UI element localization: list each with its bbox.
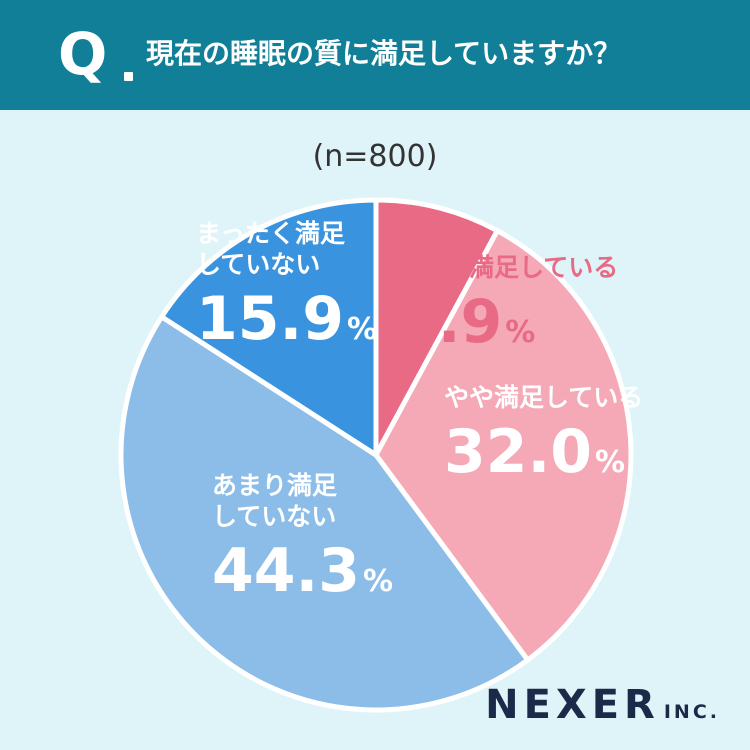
label-very-satisfied: とても満足している 7.9% — [396, 252, 618, 366]
pie-slice-not-at-all-satisfied — [159, 197, 379, 458]
label-very-satisfied-value: 7.9% — [396, 287, 536, 357]
label-very-satisfied-text: とても満足している — [396, 253, 619, 282]
pie-slice-very-satisfied — [373, 197, 500, 458]
label-not-very-satisfied-line2: していない — [212, 502, 337, 531]
label-not-very-satisfied-value: 44.3% — [212, 536, 394, 606]
label-not-at-all-satisfied-value: 15.9% — [196, 284, 378, 354]
sample-size: (n=800) — [312, 139, 438, 174]
pie-slice-somewhat-satisfied — [373, 228, 634, 663]
label-not-very-satisfied: あまり満足 していない 44.3% — [212, 470, 393, 615]
label-somewhat-satisfied-text: やや満足している — [444, 383, 644, 412]
nexer-logo: NEXER INC. — [485, 682, 720, 728]
question-header: Q 現在の睡眠の質に満足していますか？ — [0, 0, 750, 110]
question-text: 現在の睡眠の質に満足していますか？ — [146, 37, 622, 70]
question-mark-dot — [124, 72, 133, 81]
label-not-very-satisfied-line1: あまり満足 — [212, 471, 338, 500]
label-not-at-all-satisfied: まったく満足 していない 15.9% — [196, 218, 377, 363]
label-not-at-all-satisfied-line1: まったく満足 — [196, 219, 346, 248]
label-somewhat-satisfied: やや満足している 32.0% — [444, 382, 643, 496]
question-mark: Q — [58, 20, 108, 88]
pie-slice-not-very-satisfied — [118, 314, 531, 713]
label-not-at-all-satisfied-line2: していない — [196, 250, 321, 279]
label-somewhat-satisfied-value: 32.0% — [444, 417, 626, 487]
